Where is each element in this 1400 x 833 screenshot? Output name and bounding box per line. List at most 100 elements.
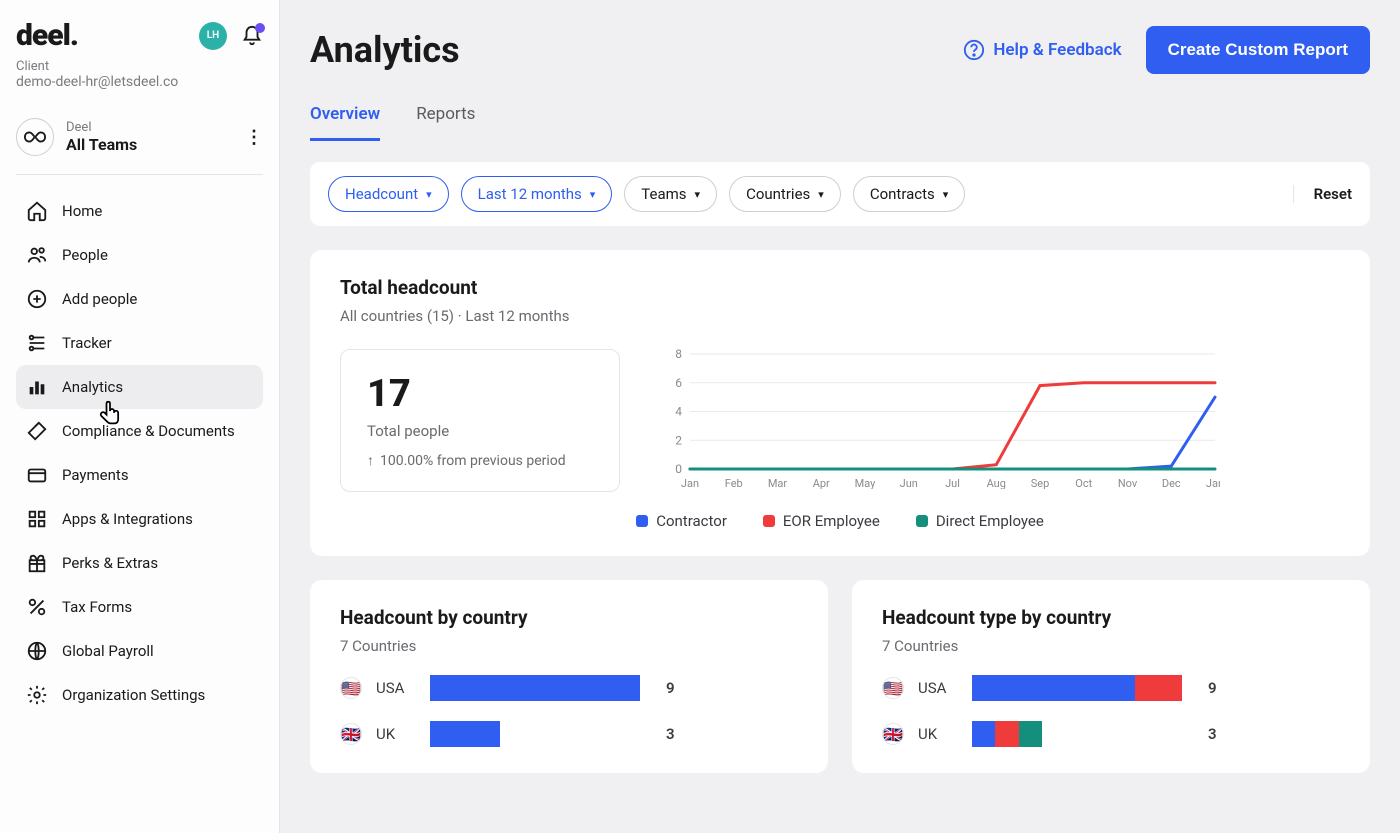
total-headcount-card: Total headcount All countries (15) · Las… <box>310 250 1370 556</box>
nav-label: Add people <box>62 290 137 308</box>
flag-icon: 🇺🇸 <box>882 677 904 699</box>
page-title: Analytics <box>310 29 460 71</box>
tab-reports[interactable]: Reports <box>416 104 475 141</box>
card-title: Total headcount <box>340 276 1340 299</box>
country-name: UK <box>376 725 416 743</box>
headcount-by-country-card: Headcount by country 7 Countries 🇺🇸USA9🇬… <box>310 580 828 773</box>
svg-text:Jul: Jul <box>945 477 960 489</box>
bar <box>972 721 1182 747</box>
reset-button[interactable]: Reset <box>1293 185 1352 203</box>
team-selector[interactable]: Deel All Teams ⋮ <box>16 118 263 175</box>
tab-overview[interactable]: Overview <box>310 104 380 141</box>
sidebar-item-tracker[interactable]: Tracker <box>16 321 263 365</box>
svg-text:Jan: Jan <box>1206 477 1220 489</box>
percent-icon <box>26 596 48 618</box>
stat-change: ↑ 100.00% from previous period <box>367 452 593 469</box>
headcount-type-by-country-card: Headcount type by country 7 Countries 🇺🇸… <box>852 580 1370 773</box>
sidebar-item-global-payroll[interactable]: Global Payroll <box>16 629 263 673</box>
bar <box>430 675 640 701</box>
sidebar-item-apps-integrations[interactable]: Apps & Integrations <box>16 497 263 541</box>
svg-text:Dec: Dec <box>1162 477 1181 489</box>
client-label: Client <box>16 59 263 74</box>
bars-icon <box>26 376 48 398</box>
chevron-down-icon: ▾ <box>818 188 824 201</box>
chevron-down-icon: ▾ <box>590 188 596 201</box>
chevron-down-icon: ▾ <box>943 188 949 201</box>
client-email: demo-deel-hr@letsdeel.co <box>16 74 263 90</box>
nav: Home People Add people Tracker Analytics Comp… <box>16 189 263 717</box>
filter-headcount[interactable]: Headcount▾ <box>328 176 449 212</box>
country-row: 🇬🇧UK3 <box>882 721 1340 747</box>
filter-contracts[interactable]: Contracts▾ <box>853 176 966 212</box>
sidebar-item-home[interactable]: Home <box>16 189 263 233</box>
legend-item: Direct Employee <box>916 512 1044 530</box>
chevron-down-icon: ▾ <box>426 188 432 201</box>
home-icon <box>26 200 48 222</box>
bar <box>430 721 640 747</box>
arrow-up-icon: ↑ <box>367 452 374 469</box>
nav-label: Tracker <box>62 334 112 352</box>
sidebar-item-payments[interactable]: Payments <box>16 453 263 497</box>
nav-label: Payments <box>62 466 129 484</box>
sidebar-item-people[interactable]: People <box>16 233 263 277</box>
tabs: Overview Reports <box>310 104 1370 142</box>
infinity-icon <box>16 118 54 156</box>
nav-label: Compliance & Documents <box>62 422 235 440</box>
sidebar-item-perks-extras[interactable]: Perks & Extras <box>16 541 263 585</box>
filter-teams[interactable]: Teams▾ <box>624 176 717 212</box>
svg-text:Oct: Oct <box>1075 477 1092 489</box>
svg-text:May: May <box>855 477 877 489</box>
avatar[interactable]: LH <box>199 22 227 50</box>
help-feedback-link[interactable]: Help & Feedback <box>963 39 1121 61</box>
plus-circle-icon <box>26 288 48 310</box>
card-title: Headcount type by country <box>882 606 1340 629</box>
team-menu-icon[interactable]: ⋮ <box>245 127 263 148</box>
legend-item: EOR Employee <box>763 512 880 530</box>
country-row: 🇺🇸USA9 <box>882 675 1340 701</box>
card-title: Headcount by country <box>340 606 798 629</box>
sidebar-item-add-people[interactable]: Add people <box>16 277 263 321</box>
globe-icon <box>26 640 48 662</box>
bar <box>972 675 1182 701</box>
flag-icon: 🇺🇸 <box>340 677 362 699</box>
chevron-down-icon: ▾ <box>695 188 701 201</box>
apps-icon <box>26 508 48 530</box>
team-name: All Teams <box>66 135 137 154</box>
country-name: USA <box>376 679 416 697</box>
nav-label: Organization Settings <box>62 686 205 704</box>
sidebar-item-compliance-documents[interactable]: Compliance & Documents <box>16 409 263 453</box>
svg-text:8: 8 <box>675 349 682 361</box>
people-icon <box>26 244 48 266</box>
nav-label: Global Payroll <box>62 642 154 660</box>
nav-label: Home <box>62 202 102 220</box>
svg-text:0: 0 <box>675 462 682 476</box>
chart-legend: ContractorEOR EmployeeDirect Employee <box>340 512 1340 530</box>
sidebar: deel. LH Client demo-deel-hr@letsdeel.co… <box>0 0 280 833</box>
create-report-button[interactable]: Create Custom Report <box>1146 26 1370 74</box>
sidebar-item-analytics[interactable]: Analytics <box>16 365 263 409</box>
notifications-icon[interactable] <box>241 25 263 47</box>
svg-text:Jun: Jun <box>900 477 918 489</box>
tracker-icon <box>26 332 48 354</box>
svg-text:2: 2 <box>675 433 682 447</box>
card-subtitle: 7 Countries <box>882 637 1340 655</box>
svg-text:Apr: Apr <box>813 477 830 489</box>
nav-label: Perks & Extras <box>62 554 158 572</box>
flag-icon: 🇬🇧 <box>882 723 904 745</box>
country-row: 🇺🇸USA9 <box>340 675 798 701</box>
country-name: UK <box>918 725 958 743</box>
nav-label: Analytics <box>62 378 123 396</box>
gear-icon <box>26 684 48 706</box>
filter-bar: Headcount▾ Last 12 months▾ Teams▾ Countries… <box>310 162 1370 226</box>
filter-countries[interactable]: Countries▾ <box>729 176 841 212</box>
filter-last-12-months[interactable]: Last 12 months▾ <box>461 176 613 212</box>
card-subtitle: 7 Countries <box>340 637 798 655</box>
svg-text:Jan: Jan <box>681 477 699 489</box>
gift-icon <box>26 552 48 574</box>
svg-text:6: 6 <box>675 376 682 390</box>
help-label: Help & Feedback <box>993 40 1121 60</box>
sidebar-item-organization-settings[interactable]: Organization Settings <box>16 673 263 717</box>
svg-text:Sep: Sep <box>1031 477 1050 489</box>
sidebar-item-tax-forms[interactable]: Tax Forms <box>16 585 263 629</box>
svg-text:Aug: Aug <box>987 477 1006 489</box>
